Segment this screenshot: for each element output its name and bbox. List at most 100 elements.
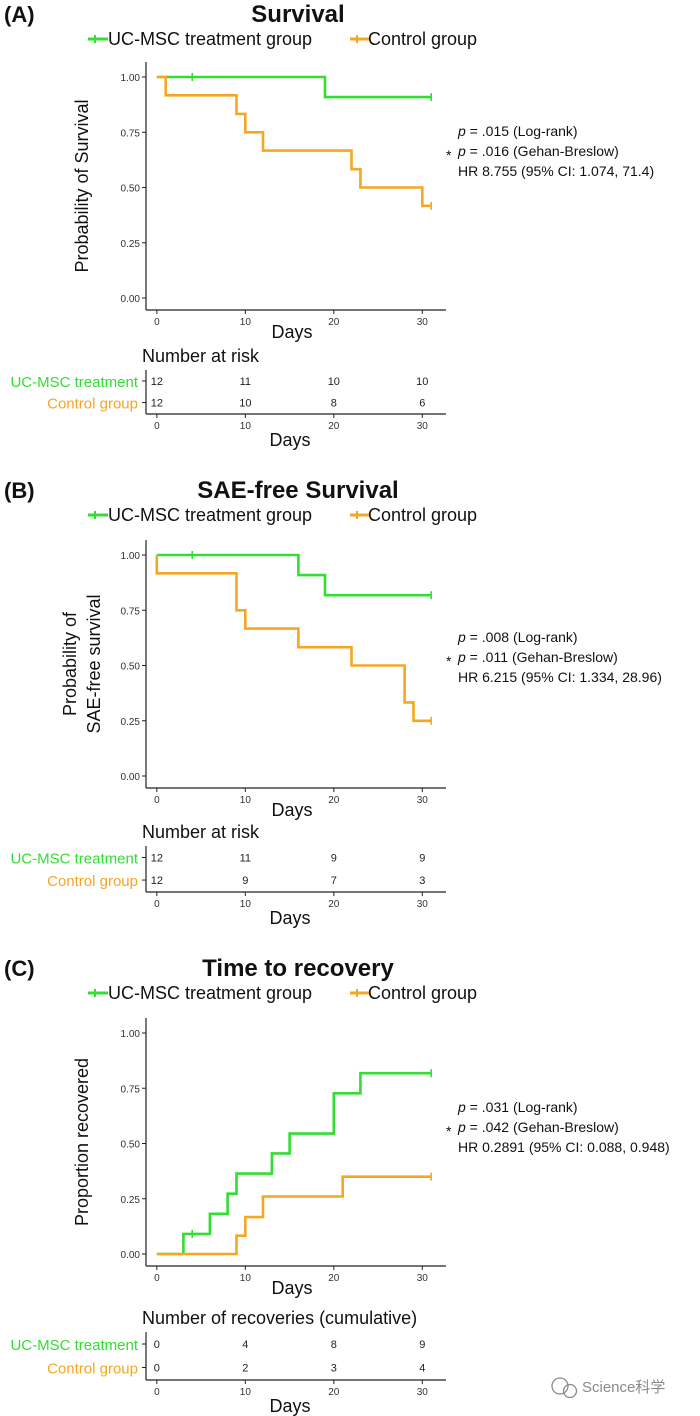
x-tick-label: 10: [240, 1273, 252, 1284]
risk-row-label-control: Control group: [47, 1361, 138, 1378]
y-axis-title-line2: SAE-free survival: [84, 594, 104, 733]
risk-cell-treatment: 11: [240, 376, 251, 388]
legend-treatment-label: UC-MSC treatment group: [108, 983, 312, 1003]
risk-table-x-title: Days: [269, 1396, 310, 1416]
stats-p2-value: .016: [482, 143, 509, 159]
stats-hazard-ratio: HR 0.2891 (95% CI: 0.088, 0.948): [458, 1139, 670, 1155]
risk-row-label-treatment: UC-MSC treatment: [10, 851, 138, 868]
risk-cell-control: 3: [331, 1363, 337, 1375]
x-axis-title: Days: [271, 1278, 312, 1298]
stats-log-rank: p = .008 (Log-rank): [457, 629, 578, 645]
stats-p2-value: .042: [482, 1119, 509, 1135]
series-control-line: [155, 555, 432, 723]
risk-row-label-treatment: UC-MSC treatment: [10, 374, 138, 391]
stats-p-symbol: p: [457, 143, 466, 159]
y-tick-label: 0.50: [121, 184, 141, 195]
stats-hazard-ratio: HR 8.755 (95% CI: 1.074, 71.4): [458, 163, 654, 179]
stats-t1-label: (Log-rank): [513, 1099, 578, 1115]
stats-p1-value: .015: [482, 123, 509, 139]
risk-x-tick-label: 10: [240, 899, 252, 910]
series-treatment-line: [156, 75, 432, 99]
chart-title: SAE-free Survival: [197, 477, 398, 504]
y-tick-label: 0.25: [121, 239, 141, 250]
legend-treatment-label: UC-MSC treatment group: [108, 29, 312, 49]
risk-table-title: Number of recoveries (cumulative): [142, 1308, 417, 1328]
risk-cell-treatment: 12: [151, 853, 163, 865]
x-axis-title: Days: [271, 322, 312, 342]
risk-cell-control: 8: [331, 398, 337, 410]
risk-cell-control: 3: [419, 875, 425, 887]
x-tick-label: 30: [417, 1273, 429, 1284]
y-tick-label: 0.75: [121, 128, 141, 139]
risk-cell-treatment: 9: [331, 853, 337, 865]
stats-eq: =: [466, 649, 482, 665]
stats-gehan-breslow: p = .011 (Gehan-Breslow): [457, 649, 618, 665]
x-tick-label: 30: [417, 317, 429, 328]
x-tick-label: 20: [328, 1273, 340, 1284]
risk-cell-treatment: 10: [328, 376, 340, 388]
y-tick-label: 0.75: [121, 606, 141, 617]
risk-x-tick-label: 10: [240, 1387, 252, 1398]
risk-cell-control: 10: [239, 398, 251, 410]
stats-t2-label: (Gehan-Breslow): [512, 649, 618, 665]
stats-p-symbol: p: [457, 649, 466, 665]
risk-x-tick-label: 0: [154, 421, 160, 432]
y-tick-label: 0.25: [121, 1195, 141, 1206]
y-tick-label: 0.00: [121, 772, 141, 783]
significance-star: *: [446, 653, 452, 669]
risk-cell-control: 6: [419, 398, 425, 410]
stats-p-symbol: p: [457, 123, 466, 139]
risk-x-tick-label: 0: [154, 1387, 160, 1398]
y-tick-label: 0.50: [121, 662, 141, 673]
stats-eq: =: [466, 629, 482, 645]
risk-cell-treatment: 12: [151, 376, 163, 388]
risk-cell-control: 12: [151, 875, 163, 887]
stats-t2-label: (Gehan-Breslow): [513, 143, 619, 159]
stats-t1-label: (Log-rank): [513, 123, 578, 139]
x-tick-label: 30: [417, 795, 429, 806]
y-tick-label: 0.00: [121, 1250, 141, 1261]
x-tick-label: 20: [328, 795, 340, 806]
x-tick-label: 10: [240, 317, 252, 328]
risk-cell-control: 12: [151, 398, 163, 410]
risk-cell-control: 0: [154, 1363, 160, 1375]
series-treatment-line: [156, 553, 432, 597]
stats-p1-value: .031: [482, 1099, 509, 1115]
stats-t1-label: (Log-rank): [513, 629, 578, 645]
risk-cell-treatment: 11: [240, 853, 251, 865]
stats-eq: =: [466, 1119, 482, 1135]
legend-control-label: Control group: [368, 505, 477, 525]
stats-p-symbol: p: [457, 1099, 466, 1115]
risk-x-tick-label: 30: [417, 421, 429, 432]
x-tick-label: 0: [154, 795, 160, 806]
risk-x-tick-label: 0: [154, 899, 160, 910]
risk-cell-treatment: 9: [419, 853, 425, 865]
panel-label: (C): [4, 956, 35, 981]
risk-x-tick-label: 10: [240, 421, 252, 432]
y-tick-label: 0.75: [121, 1084, 141, 1095]
stats-t2-label: (Gehan-Breslow): [513, 1119, 619, 1135]
risk-cell-control: 4: [419, 1363, 425, 1375]
risk-table-x-title: Days: [269, 908, 310, 928]
panel-label: (B): [4, 478, 35, 503]
watermark-text: Science科学: [582, 1379, 665, 1396]
risk-cell-treatment: 8: [331, 1339, 337, 1351]
stats-p2-value: .011: [482, 649, 508, 665]
stats-eq: =: [466, 143, 482, 159]
y-tick-label: 1.00: [121, 551, 141, 562]
risk-x-tick-label: 20: [328, 1387, 340, 1398]
risk-table-x-title: Days: [269, 430, 310, 450]
x-tick-label: 10: [240, 795, 252, 806]
significance-star: *: [446, 1123, 452, 1139]
risk-cell-treatment: 0: [154, 1339, 160, 1351]
y-axis-title-line1: Probability of: [60, 611, 80, 716]
legend-control-label: Control group: [368, 29, 477, 49]
risk-x-tick-label: 20: [328, 421, 340, 432]
wechat-icon-bubble-1: [551, 1377, 569, 1395]
risk-x-tick-label: 30: [417, 899, 429, 910]
stats-p-symbol: p: [457, 629, 466, 645]
